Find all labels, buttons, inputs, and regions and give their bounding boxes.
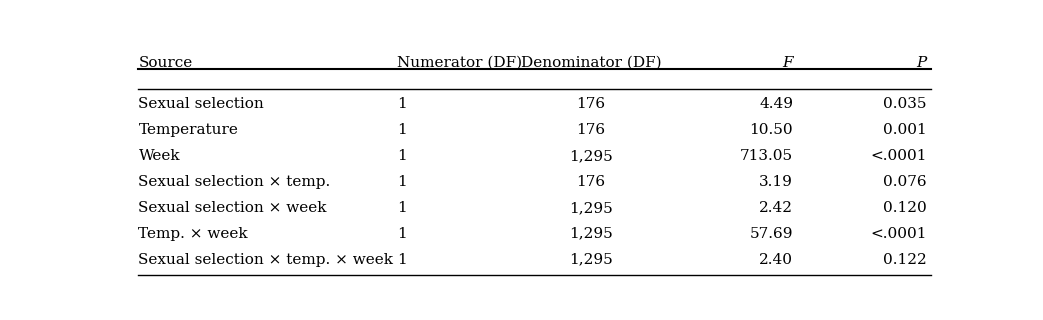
Text: 1: 1 <box>397 149 407 163</box>
Text: 1: 1 <box>397 227 407 241</box>
Text: 1,295: 1,295 <box>569 252 613 267</box>
Text: 1,295: 1,295 <box>569 201 613 215</box>
Text: Temp. × week: Temp. × week <box>139 227 248 241</box>
Text: Sexual selection × week: Sexual selection × week <box>139 201 326 215</box>
Text: 1: 1 <box>397 123 407 137</box>
Text: 10.50: 10.50 <box>750 123 793 137</box>
Text: 3.19: 3.19 <box>759 175 793 189</box>
Text: Sexual selection × temp. × week: Sexual selection × temp. × week <box>139 252 393 267</box>
Text: 57.69: 57.69 <box>750 227 793 241</box>
Text: 713.05: 713.05 <box>741 149 793 163</box>
Text: 0.120: 0.120 <box>882 201 926 215</box>
Text: 1: 1 <box>397 252 407 267</box>
Text: Denominator (DF): Denominator (DF) <box>520 56 661 70</box>
Text: Sexual selection: Sexual selection <box>139 97 264 111</box>
Text: Week: Week <box>139 149 180 163</box>
Text: 0.035: 0.035 <box>883 97 926 111</box>
Text: 1,295: 1,295 <box>569 227 613 241</box>
Text: 176: 176 <box>577 123 606 137</box>
Text: Source: Source <box>139 56 193 70</box>
Text: 2.42: 2.42 <box>759 201 793 215</box>
Text: 0.076: 0.076 <box>883 175 926 189</box>
Text: Temperature: Temperature <box>139 123 239 137</box>
Text: <.0001: <.0001 <box>870 149 926 163</box>
Text: P: P <box>917 56 926 70</box>
Text: F: F <box>782 56 793 70</box>
Text: 176: 176 <box>577 175 606 189</box>
Text: 4.49: 4.49 <box>759 97 793 111</box>
Text: 0.122: 0.122 <box>882 252 926 267</box>
Text: 1: 1 <box>397 201 407 215</box>
Text: 1,295: 1,295 <box>569 149 613 163</box>
Text: Sexual selection × temp.: Sexual selection × temp. <box>139 175 331 189</box>
Text: 176: 176 <box>577 97 606 111</box>
Text: 1: 1 <box>397 97 407 111</box>
Text: <.0001: <.0001 <box>870 227 926 241</box>
Text: Numerator (DF): Numerator (DF) <box>397 56 523 70</box>
Text: 0.001: 0.001 <box>882 123 926 137</box>
Text: 2.40: 2.40 <box>759 252 793 267</box>
Text: 1: 1 <box>397 175 407 189</box>
